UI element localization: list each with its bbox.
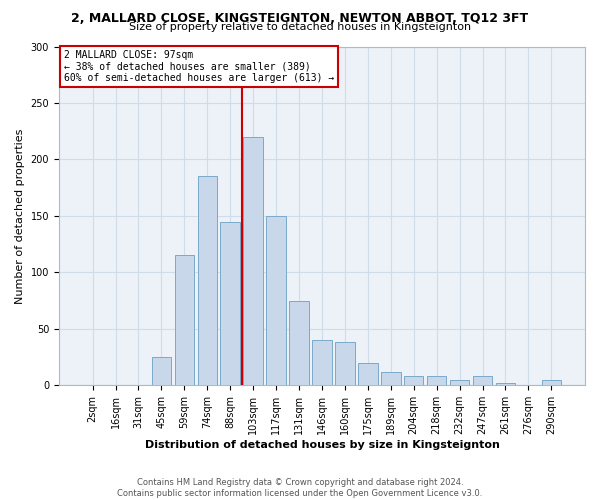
Bar [542,380,561,386]
Bar [175,256,194,386]
Bar [381,372,401,386]
Bar [152,357,171,386]
Bar [312,340,332,386]
Bar [404,376,424,386]
Bar [358,363,377,386]
X-axis label: Distribution of detached houses by size in Kingsteignton: Distribution of detached houses by size … [145,440,499,450]
Bar [450,380,469,386]
Bar [335,342,355,386]
Text: 2, MALLARD CLOSE, KINGSTEIGNTON, NEWTON ABBOT, TQ12 3FT: 2, MALLARD CLOSE, KINGSTEIGNTON, NEWTON … [71,12,529,26]
Text: Contains HM Land Registry data © Crown copyright and database right 2024.
Contai: Contains HM Land Registry data © Crown c… [118,478,482,498]
Bar [220,222,240,386]
Bar [473,376,492,386]
Bar [266,216,286,386]
Bar [427,376,446,386]
Bar [496,383,515,386]
Bar [197,176,217,386]
Text: Size of property relative to detached houses in Kingsteignton: Size of property relative to detached ho… [129,22,471,32]
Bar [289,300,309,386]
Text: 2 MALLARD CLOSE: 97sqm
← 38% of detached houses are smaller (389)
60% of semi-de: 2 MALLARD CLOSE: 97sqm ← 38% of detached… [64,50,334,83]
Bar [244,137,263,386]
Y-axis label: Number of detached properties: Number of detached properties [15,128,25,304]
